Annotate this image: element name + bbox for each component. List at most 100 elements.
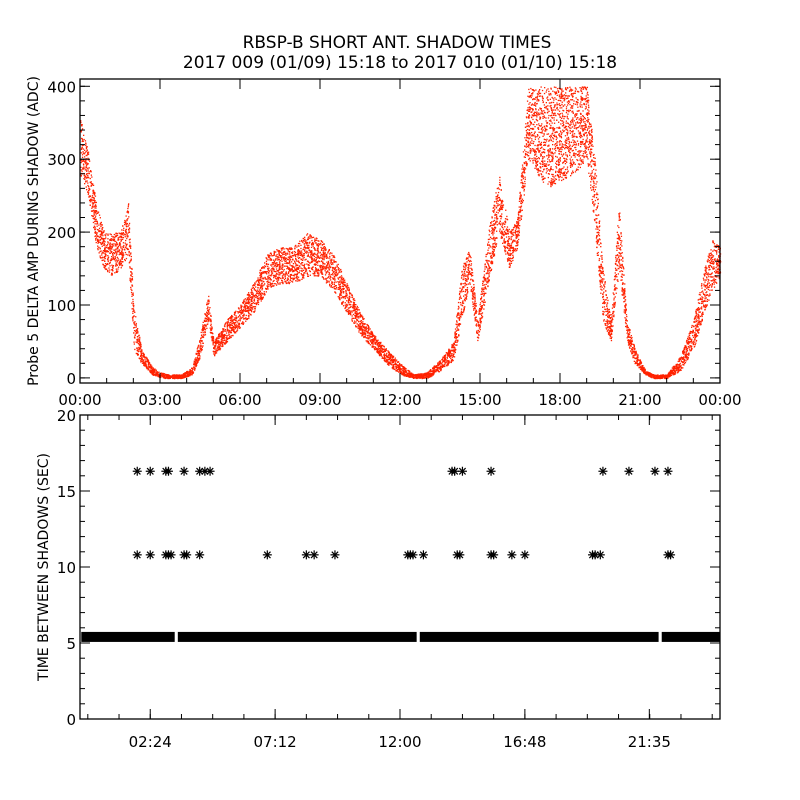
data-point [359, 320, 362, 322]
data-point [458, 298, 461, 300]
data-point [130, 280, 132, 282]
data-point [110, 247, 112, 249]
data-point [163, 374, 165, 376]
data-point [341, 303, 343, 305]
data-point [348, 289, 350, 291]
data-point [128, 224, 130, 226]
data-point [243, 318, 245, 320]
data-point [309, 250, 311, 252]
data-point [346, 306, 348, 308]
data-point [459, 290, 461, 292]
data-point [337, 288, 339, 290]
data-point [296, 260, 298, 262]
data-point [283, 256, 286, 258]
data-point [317, 269, 319, 272]
data-point [287, 256, 290, 258]
data-point [259, 297, 261, 299]
data-point [389, 360, 392, 362]
data-point [132, 312, 134, 314]
data-point [260, 273, 262, 275]
data-point [324, 268, 326, 270]
data-point [314, 242, 316, 244]
data-point [371, 342, 373, 345]
data-point [350, 304, 352, 306]
data-point [402, 368, 405, 370]
data-point [95, 212, 97, 214]
data-point [327, 264, 329, 266]
data-point [271, 271, 273, 273]
data-point [288, 270, 291, 272]
data-point [458, 335, 460, 337]
data-point [106, 251, 108, 253]
data-point [448, 362, 450, 364]
data-point [235, 316, 238, 319]
data-point [455, 330, 457, 332]
data-point [467, 270, 470, 272]
data-point [130, 279, 133, 281]
data-point [120, 253, 122, 255]
data-point [84, 160, 86, 162]
data-point [88, 185, 90, 188]
data-point [111, 245, 113, 247]
data-point [93, 211, 95, 213]
data-point [347, 307, 350, 309]
data-point [289, 268, 291, 270]
data-point [305, 258, 307, 260]
data-point [317, 272, 319, 274]
data-point [220, 335, 222, 337]
data-point [401, 368, 403, 370]
data-point [349, 314, 352, 316]
data-point [183, 373, 185, 375]
data-point [358, 312, 360, 314]
data-point [443, 357, 445, 359]
data-point [346, 304, 348, 306]
data-point [202, 332, 204, 334]
data-point [251, 291, 253, 293]
data-point [386, 359, 388, 362]
data-point [125, 220, 127, 222]
data-point [210, 321, 212, 323]
data-point [202, 326, 204, 328]
data-point [221, 343, 224, 345]
data-point [334, 291, 336, 293]
data-point [221, 332, 223, 334]
data-point [255, 296, 257, 299]
data-point [223, 342, 225, 344]
data-point [313, 272, 316, 274]
data-point [334, 267, 336, 270]
data-point [119, 259, 122, 261]
data-point [458, 325, 460, 327]
data-point [144, 365, 146, 367]
data-point [260, 295, 262, 297]
data-point [459, 323, 462, 325]
data-point [329, 259, 331, 261]
data-point [300, 267, 302, 269]
data-point [306, 233, 309, 235]
data-point [226, 325, 228, 327]
data-point [284, 257, 286, 259]
data-point [97, 242, 99, 244]
data-point [128, 203, 130, 205]
data-point [347, 289, 349, 291]
data-point [436, 365, 438, 367]
data-point [463, 274, 465, 277]
data-point [324, 252, 326, 255]
data-point [293, 250, 296, 253]
data-point [325, 272, 327, 274]
data-point [268, 278, 270, 280]
data-point [234, 331, 236, 333]
data-point [113, 257, 115, 260]
data-point [101, 229, 103, 231]
data-point [98, 241, 100, 243]
data-point [217, 342, 219, 344]
data-point [244, 305, 247, 307]
data-point [281, 272, 283, 274]
data-point [363, 326, 365, 328]
data-point [315, 268, 317, 270]
data-point [90, 198, 93, 200]
data-point [97, 229, 99, 231]
data-point [92, 202, 95, 205]
data-point [199, 355, 201, 357]
data-point [400, 365, 402, 367]
data-point [132, 302, 135, 305]
